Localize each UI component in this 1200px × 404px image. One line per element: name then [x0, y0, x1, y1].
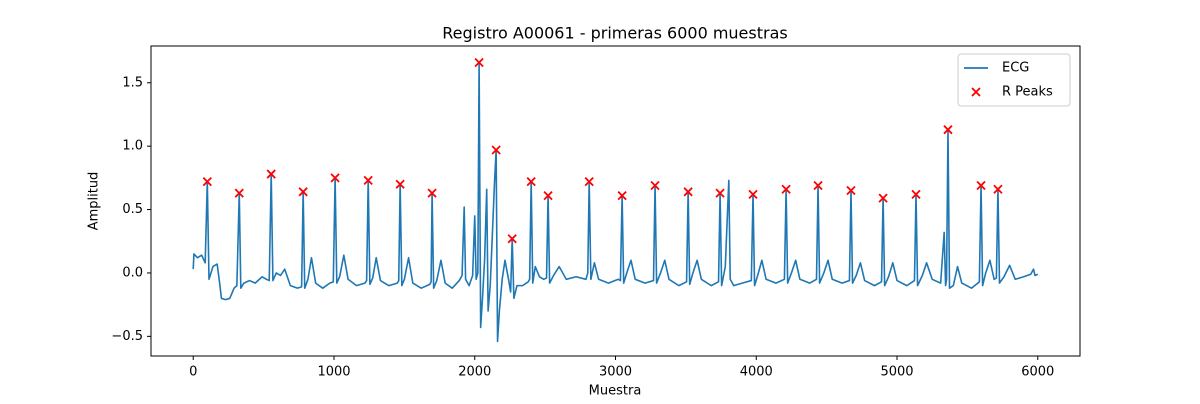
x-tick-label: 0: [189, 365, 197, 380]
r-peak-marker: [363, 175, 373, 186]
r-peak-marker: [427, 188, 437, 198]
r-peak-marker: [507, 234, 517, 244]
r-peak-marker: [395, 179, 405, 189]
x-tick-label: 5000: [880, 365, 913, 380]
y-tick-label: 1.0: [122, 139, 143, 154]
r-peak-marker: [617, 190, 627, 201]
r-peak-marker: [202, 177, 212, 187]
x-tick-label: 2000: [458, 365, 491, 380]
y-tick-label: 0.0: [122, 265, 143, 280]
r-peak-marker: [715, 188, 725, 198]
x-tick-label: 1000: [317, 365, 350, 380]
y-axis-label: Amplitud: [87, 172, 102, 231]
r-peak-marker: [683, 187, 693, 197]
y-tick-label: 1.5: [122, 75, 143, 90]
y-tick-label: −0.5: [111, 329, 143, 344]
r-peak-marker: [266, 169, 276, 179]
legend-label: R Peaks: [1002, 85, 1053, 100]
x-tick-label: 6000: [1021, 365, 1054, 380]
r-peak-marker: [650, 180, 660, 191]
r-peak-marker: [491, 145, 501, 155]
ecg-line: [192, 61, 1039, 343]
y-tick-label: 0.5: [122, 202, 143, 217]
r-peak-marker: [330, 173, 340, 183]
plot-frame: [150, 45, 1081, 357]
x-tick-label: 3000: [599, 365, 632, 380]
r-peak-marker: [526, 177, 536, 187]
r-peak-marker: [878, 193, 888, 203]
legend-marker: [971, 87, 981, 97]
r-peak-marker: [813, 180, 823, 191]
r-peak-marker: [543, 190, 553, 201]
r-peak-marker: [943, 125, 953, 135]
legend: ECG R Peaks: [957, 53, 1071, 107]
x-axis-label: Muestra: [589, 384, 642, 399]
r-peak-marker: [584, 177, 594, 187]
chart-title: Registro A00061 - primeras 6000 muestras: [442, 24, 787, 43]
r-peak-marker: [911, 189, 921, 199]
r-peak-marker: [781, 184, 791, 194]
x-tick-label: 4000: [740, 365, 773, 380]
r-peak-marker: [234, 188, 244, 198]
legend-label: ECG: [1002, 61, 1029, 76]
legend-frame: [957, 53, 1071, 107]
r-peak-marker: [298, 187, 308, 197]
r-peak-marker: [993, 184, 1003, 194]
r-peak-marker: [846, 185, 856, 196]
r-peak-marker: [474, 57, 484, 68]
r-peak-marker: [976, 180, 986, 191]
r-peak-marker: [748, 189, 758, 199]
